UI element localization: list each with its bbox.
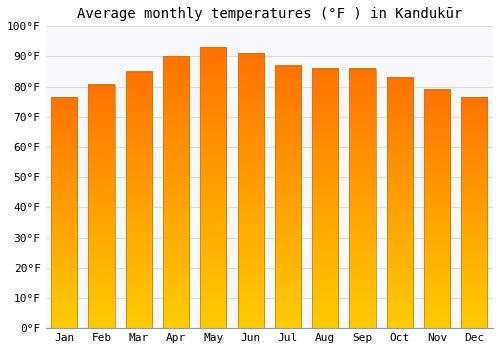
Bar [200,47,226,328]
Bar [424,90,450,328]
Bar [424,90,450,328]
Bar [312,69,338,328]
Bar [238,54,264,328]
Bar [387,78,413,328]
Bar [462,97,487,328]
Bar [238,54,264,328]
Bar [88,85,115,328]
Bar [275,65,301,328]
Bar [312,69,338,328]
Bar [275,65,301,328]
Bar [88,85,115,328]
Bar [126,71,152,328]
Bar [163,56,189,328]
Bar [462,97,487,328]
Bar [126,71,152,328]
Bar [200,47,226,328]
Bar [387,78,413,328]
Title: Average monthly temperatures (°F ) in Kandukūr: Average monthly temperatures (°F ) in Ka… [76,7,462,21]
Bar [51,97,78,328]
Bar [350,69,376,328]
Bar [163,56,189,328]
Bar [350,69,376,328]
Bar [51,97,78,328]
